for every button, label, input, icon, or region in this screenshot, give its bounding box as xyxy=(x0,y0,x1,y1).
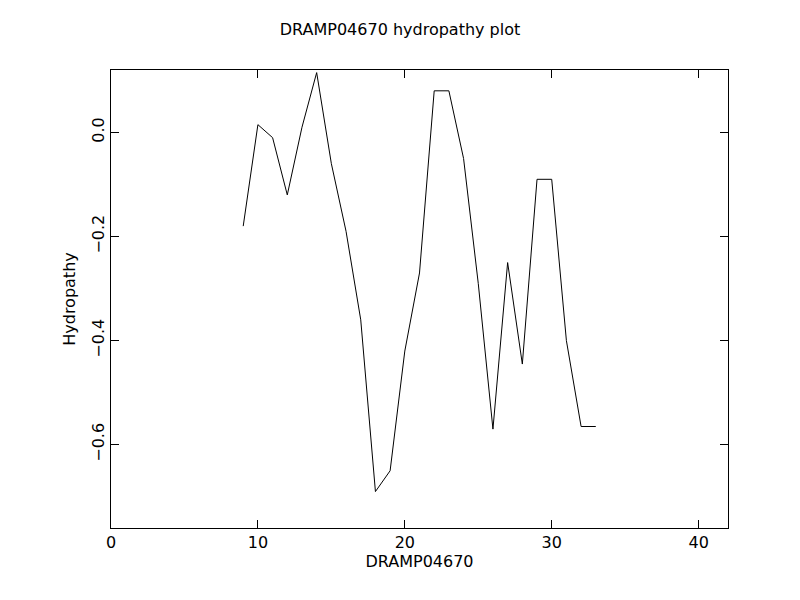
svg-text:−0.2: −0.2 xyxy=(89,215,108,254)
svg-text:30: 30 xyxy=(542,533,562,552)
svg-text:20: 20 xyxy=(395,533,415,552)
svg-text:−0.6: −0.6 xyxy=(89,423,108,462)
svg-text:−0.4: −0.4 xyxy=(89,319,108,358)
svg-text:40: 40 xyxy=(688,533,708,552)
svg-text:DRAMP04670 hydropathy plot: DRAMP04670 hydropathy plot xyxy=(280,20,521,39)
svg-text:Hydropathy: Hydropathy xyxy=(60,252,79,346)
svg-text:DRAMP04670: DRAMP04670 xyxy=(365,552,473,571)
svg-text:10: 10 xyxy=(248,533,268,552)
svg-text:0.0: 0.0 xyxy=(89,117,108,142)
svg-text:0: 0 xyxy=(106,533,116,552)
